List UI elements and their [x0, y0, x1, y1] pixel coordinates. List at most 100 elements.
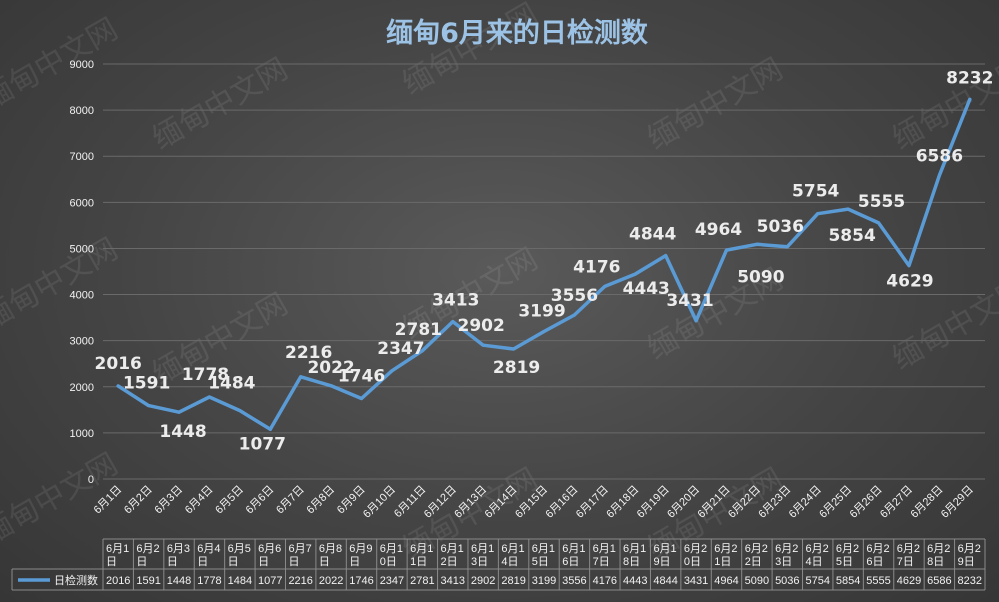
data-label: 5036 [757, 217, 804, 237]
data-point [390, 369, 394, 373]
table-value-cell: 5754 [805, 575, 829, 587]
table-date-line2: 3日 [775, 556, 792, 568]
table-value-cell: 3199 [532, 575, 556, 587]
table-value-cell: 2781 [410, 575, 434, 587]
table-date-line2: 日 [258, 556, 269, 568]
data-label: 2022 [307, 358, 354, 378]
legend-label: 日检测数 [54, 573, 98, 587]
data-label: 6586 [916, 146, 963, 166]
table-date-line2: 8日 [927, 556, 944, 568]
data-label: 4443 [623, 279, 670, 299]
x-tick-label: 6月3日 [152, 484, 185, 517]
data-label: 5090 [737, 267, 784, 287]
data-label: 2781 [395, 320, 442, 340]
table-value-cell: 1746 [349, 575, 373, 587]
table-date-line2: 日 [228, 556, 239, 568]
data-label: 2347 [377, 339, 424, 359]
data-label: 2902 [458, 316, 505, 336]
watermark-text: 缅甸中文网 [0, 232, 124, 337]
data-label: 1746 [338, 366, 385, 386]
data-point [937, 173, 941, 177]
table-date-line2: 7日 [593, 556, 610, 568]
data-point [329, 384, 333, 388]
table-value-cell: 6586 [927, 575, 951, 587]
table-date-line2: 0日 [684, 556, 701, 568]
data-point [755, 242, 759, 246]
data-label: 3199 [518, 301, 565, 321]
table-date-line1: 6月2 [897, 543, 920, 555]
x-tick-label: 6月4日 [183, 484, 216, 517]
data-label: 8232 [946, 68, 993, 88]
table-date-line1: 6月1 [623, 543, 646, 555]
table-date-line2: 1日 [714, 556, 731, 568]
x-tick-label: 6月25日 [817, 484, 854, 521]
data-point [785, 245, 789, 249]
table-value-cell: 5854 [836, 575, 860, 587]
y-tick-label: 9000 [70, 59, 94, 71]
table-date-line1: 6月2 [806, 543, 829, 555]
table-value-cell: 2819 [501, 575, 525, 587]
table-value-cell: 4964 [714, 575, 738, 587]
table-date-line1: 6月1 [653, 543, 676, 555]
table-date-line2: 2日 [441, 556, 458, 568]
table-date-line2: 0日 [380, 556, 397, 568]
x-tick-label: 6月24日 [787, 484, 824, 521]
table-date-line1: 6月6 [258, 543, 281, 555]
table-date-line1: 6月8 [319, 543, 342, 555]
data-label: 4844 [629, 225, 676, 245]
table-date-line1: 6月1 [106, 543, 129, 555]
y-tick-label: 4000 [70, 290, 94, 302]
table-value-cell: 2347 [380, 575, 404, 587]
data-point [846, 207, 850, 211]
x-tick-label: 6月27日 [878, 484, 915, 521]
y-axis-ticks: 0 1000 2000 3000 4000 5000 6000 7000 8000 9000 [70, 59, 94, 486]
data-label: 5555 [858, 192, 905, 212]
data-point [968, 97, 972, 101]
table-date-line2: 4日 [806, 556, 823, 568]
data-table: 日检测数6月1日6月2日6月3日6月4日6月5日6月6日6月7日6月8日6月9日… [11, 538, 986, 591]
x-tick-label: 6月7日 [274, 484, 307, 517]
table-date-line2: 6日 [562, 556, 579, 568]
x-tick-label: 6月16日 [544, 484, 581, 521]
table-value-cell: 2216 [288, 575, 312, 587]
table-value-cell: 2022 [319, 575, 343, 587]
data-point [238, 409, 242, 413]
data-point [542, 329, 546, 333]
x-tick-label: 6月10日 [361, 484, 398, 521]
data-label: 3556 [551, 286, 598, 306]
watermark-text: 缅甸中文网 [397, 0, 544, 102]
y-tick-label: 6000 [70, 197, 94, 209]
table-date-line1: 6月1 [380, 543, 403, 555]
y-tick-label: 2000 [70, 382, 94, 394]
data-point [147, 404, 151, 408]
gridlines [103, 63, 985, 480]
table-date-line1: 6月2 [927, 543, 950, 555]
table-value-cell: 1077 [258, 575, 282, 587]
table-date-line1: 6月2 [684, 543, 707, 555]
data-point [116, 384, 120, 388]
table-date-line2: 6日 [866, 556, 883, 568]
data-point [572, 313, 576, 317]
data-label: 1778 [182, 365, 229, 385]
table-date-line1: 6月2 [775, 543, 798, 555]
x-tick-label: 6月8日 [305, 484, 338, 517]
table-value-cell: 2902 [471, 575, 495, 587]
table-date-line2: 2日 [745, 556, 762, 568]
table-date-line1: 6月4 [197, 543, 220, 555]
table-date-line2: 1日 [410, 556, 427, 568]
table-value-cell: 5555 [866, 575, 890, 587]
x-tick-label: 6月29日 [939, 484, 976, 521]
table-date-line1: 6月1 [471, 543, 494, 555]
table-date-line1: 6月5 [228, 543, 251, 555]
data-label: 1484 [208, 374, 255, 394]
y-tick-label: 5000 [70, 243, 94, 255]
table-date-line1: 6月2 [958, 543, 981, 555]
data-label: 1591 [123, 374, 170, 394]
data-label: 3431 [666, 291, 713, 311]
table-date-line1: 6月2 [714, 543, 737, 555]
data-point [907, 264, 911, 268]
data-point [816, 212, 820, 216]
